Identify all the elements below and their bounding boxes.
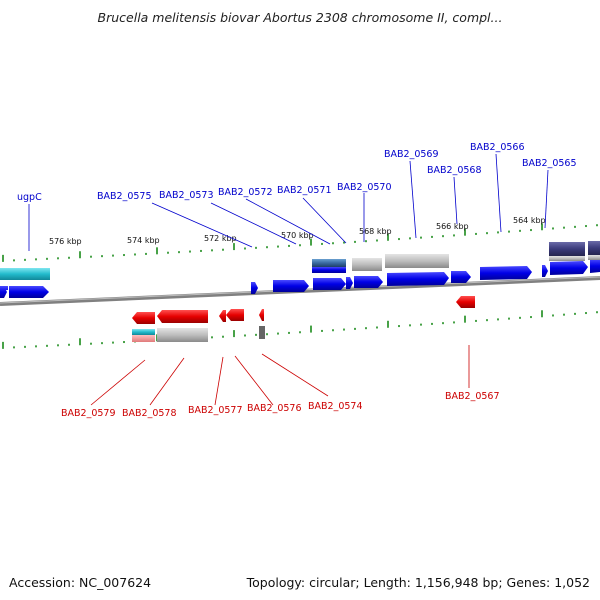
gene-label-ugpc[interactable]: ugpC bbox=[17, 192, 42, 203]
gene-label-bab2-0565[interactable]: BAB2_0565 bbox=[522, 158, 577, 169]
gene-arrow-bab2-0572[interactable] bbox=[313, 278, 346, 290]
gene-arrow-bab2-0574[interactable] bbox=[259, 309, 264, 321]
gene-arrow-bab2-0570[interactable] bbox=[354, 276, 383, 288]
gene-arrow-bab2-0577[interactable] bbox=[219, 310, 226, 322]
purple-feature-02[interactable] bbox=[588, 241, 600, 255]
gray-feature-lower[interactable] bbox=[157, 328, 208, 342]
cyan-feature-lower[interactable] bbox=[132, 329, 155, 335]
scale-label-568: 568 kbp bbox=[359, 227, 392, 236]
reverse-features[interactable] bbox=[132, 296, 475, 342]
scale-label-566: 566 kbp bbox=[436, 222, 469, 231]
gene-arrow-left-edge[interactable] bbox=[0, 286, 7, 298]
gene-label-bab2-0573[interactable]: BAB2_0573 bbox=[159, 190, 214, 201]
gene-arrow-bab2-0569[interactable] bbox=[387, 272, 449, 286]
gray-feature-01[interactable] bbox=[352, 258, 382, 271]
gray-feature-04[interactable] bbox=[588, 255, 600, 260]
forward-features[interactable] bbox=[0, 241, 600, 298]
gene-arrow-right-edge[interactable] bbox=[590, 259, 600, 273]
gray-feature-03[interactable] bbox=[549, 256, 585, 261]
gene-arrow-small-02[interactable] bbox=[542, 265, 548, 277]
gene-arrow-ugpc-main[interactable] bbox=[9, 286, 49, 298]
gene-label-bab2-0576[interactable]: BAB2_0576 bbox=[247, 403, 302, 414]
dark-gray-feature-lower[interactable] bbox=[259, 326, 265, 339]
gene-arrow-bab2-0579[interactable] bbox=[132, 312, 155, 324]
reverse-gene-labels[interactable]: BAB2_0579 BAB2_0578 BAB2_0577 BAB2_0576 … bbox=[61, 391, 500, 419]
gene-arrow-small-01[interactable] bbox=[251, 282, 258, 294]
accession-text: Accession: NC_007624 bbox=[9, 575, 152, 590]
gene-arrow-bab2-0576[interactable] bbox=[226, 309, 244, 321]
gene-label-bab2-0567[interactable]: BAB2_0567 bbox=[445, 391, 500, 402]
gray-feature-02[interactable] bbox=[385, 254, 449, 268]
gene-arrow-bab2-0578[interactable] bbox=[157, 310, 208, 323]
gene-label-bab2-0568[interactable]: BAB2_0568 bbox=[427, 165, 482, 176]
scale-label-564: 564 kbp bbox=[513, 216, 546, 225]
scale-labels: 576 kbp 574 kbp 572 kbp 570 kbp 568 kbp … bbox=[49, 216, 546, 246]
steel-feature[interactable] bbox=[312, 259, 346, 267]
topology-text: Topology: circular; Length: 1,156,948 bp… bbox=[246, 575, 590, 590]
pink-feature-lower[interactable] bbox=[132, 335, 155, 342]
gene-arrow-bab2-0566[interactable] bbox=[480, 266, 532, 280]
gene-label-bab2-0566[interactable]: BAB2_0566 bbox=[470, 142, 525, 153]
steel-feature-lower[interactable] bbox=[312, 267, 346, 273]
scale-label-570: 570 kbp bbox=[281, 231, 314, 240]
forward-label-leaders bbox=[28, 153, 549, 251]
scale-label-576: 576 kbp bbox=[49, 237, 82, 246]
scale-label-574: 574 kbp bbox=[127, 236, 160, 245]
gene-arrow-bab2-0571[interactable] bbox=[346, 277, 353, 289]
forward-gene-labels[interactable]: ugpC BAB2_0575 BAB2_0573 BAB2_0572 BAB2_… bbox=[17, 142, 577, 203]
gene-label-bab2-0572[interactable]: BAB2_0572 bbox=[218, 187, 273, 198]
cyan-feature[interactable] bbox=[0, 268, 50, 280]
scale-label-572: 572 kbp bbox=[204, 234, 237, 243]
gene-label-bab2-0578[interactable]: BAB2_0578 bbox=[122, 408, 177, 419]
gene-label-bab2-0569[interactable]: BAB2_0569 bbox=[384, 149, 439, 160]
gene-label-bab2-0571[interactable]: BAB2_0571 bbox=[277, 185, 332, 196]
gene-arrow-bab2-0565[interactable] bbox=[550, 261, 588, 275]
gene-label-bab2-0579[interactable]: BAB2_0579 bbox=[61, 408, 116, 419]
gene-label-bab2-0577[interactable]: BAB2_0577 bbox=[188, 405, 243, 416]
gene-label-bab2-0570[interactable]: BAB2_0570 bbox=[337, 182, 392, 193]
gene-arrow-bab2-0568[interactable] bbox=[451, 271, 471, 283]
gene-label-bab2-0574[interactable]: BAB2_0574 bbox=[308, 401, 363, 412]
gene-arrow-bab2-0567[interactable] bbox=[456, 296, 475, 308]
purple-feature-01[interactable] bbox=[549, 242, 585, 256]
reverse-label-leaders bbox=[90, 345, 470, 406]
lower-tick-ruler bbox=[2, 310, 598, 349]
gene-arrow-bab2-0573[interactable] bbox=[273, 280, 309, 292]
gene-label-bab2-0575[interactable]: BAB2_0575 bbox=[97, 191, 152, 202]
map-title: Brucella melitensis biovar Abortus 2308 … bbox=[97, 10, 503, 25]
upper-tick-ruler bbox=[2, 223, 598, 262]
